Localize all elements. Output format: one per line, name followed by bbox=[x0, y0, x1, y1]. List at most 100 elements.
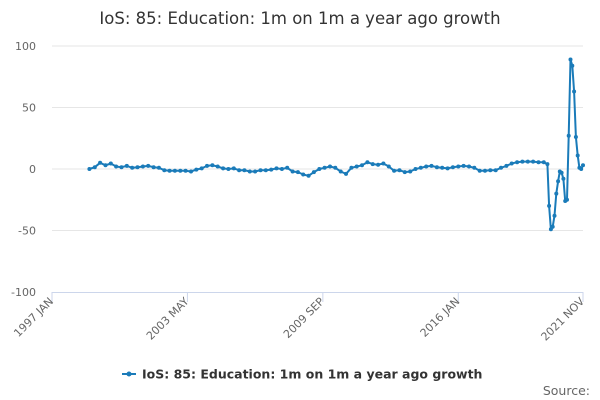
data-point[interactable] bbox=[402, 170, 407, 175]
data-point[interactable] bbox=[575, 153, 580, 158]
data-point[interactable] bbox=[541, 160, 546, 165]
data-point[interactable] bbox=[194, 167, 199, 172]
data-point[interactable] bbox=[397, 168, 402, 173]
data-point[interactable] bbox=[424, 164, 429, 169]
data-point[interactable] bbox=[445, 166, 450, 171]
data-point[interactable] bbox=[499, 165, 503, 170]
data-point[interactable] bbox=[370, 162, 375, 167]
data-point[interactable] bbox=[338, 169, 343, 174]
data-point[interactable] bbox=[418, 165, 423, 170]
data-point[interactable] bbox=[461, 163, 466, 168]
data-point[interactable] bbox=[247, 169, 252, 174]
series-line[interactable] bbox=[87, 57, 585, 232]
data-point[interactable] bbox=[504, 163, 509, 168]
data-point[interactable] bbox=[554, 191, 559, 196]
data-point[interactable] bbox=[178, 168, 183, 173]
data-point[interactable] bbox=[360, 163, 364, 168]
data-point[interactable] bbox=[322, 165, 327, 170]
data-point[interactable] bbox=[570, 63, 575, 68]
data-point[interactable] bbox=[151, 165, 156, 170]
data-point[interactable] bbox=[550, 224, 555, 229]
data-point[interactable] bbox=[429, 163, 434, 168]
data-point[interactable] bbox=[413, 167, 418, 171]
data-point[interactable] bbox=[565, 197, 569, 202]
data-point[interactable] bbox=[237, 168, 242, 173]
data-point[interactable] bbox=[566, 133, 571, 138]
data-point[interactable] bbox=[545, 162, 550, 167]
legend[interactable]: IoS: 85: Education: 1m on 1m a year ago … bbox=[122, 367, 482, 382]
series-path[interactable] bbox=[89, 58, 584, 231]
data-point[interactable] bbox=[349, 165, 354, 170]
data-point[interactable] bbox=[189, 169, 193, 174]
data-point[interactable] bbox=[279, 167, 284, 171]
data-point[interactable] bbox=[547, 203, 552, 208]
data-point[interactable] bbox=[561, 176, 566, 181]
data-point[interactable] bbox=[456, 164, 461, 169]
data-point[interactable] bbox=[579, 167, 584, 171]
data-point[interactable] bbox=[98, 160, 103, 165]
data-point[interactable] bbox=[114, 164, 119, 169]
data-point[interactable] bbox=[274, 166, 279, 171]
data-point[interactable] bbox=[87, 167, 92, 171]
data-point[interactable] bbox=[231, 166, 236, 171]
data-point[interactable] bbox=[392, 168, 397, 173]
data-point[interactable] bbox=[472, 165, 477, 170]
data-point[interactable] bbox=[559, 170, 564, 175]
data-point[interactable] bbox=[210, 163, 215, 168]
data-point[interactable] bbox=[467, 164, 471, 169]
data-point[interactable] bbox=[434, 165, 439, 170]
data-point[interactable] bbox=[92, 165, 97, 170]
data-point[interactable] bbox=[242, 168, 247, 173]
data-point[interactable] bbox=[215, 164, 220, 169]
data-point[interactable] bbox=[440, 165, 445, 170]
data-point[interactable] bbox=[295, 170, 300, 175]
data-point[interactable] bbox=[328, 164, 332, 169]
data-point[interactable] bbox=[488, 168, 493, 173]
data-point[interactable] bbox=[263, 168, 268, 173]
data-point[interactable] bbox=[253, 169, 258, 174]
data-point[interactable] bbox=[450, 165, 455, 170]
data-point[interactable] bbox=[477, 168, 482, 173]
data-point[interactable] bbox=[167, 168, 172, 173]
data-point[interactable] bbox=[130, 165, 135, 170]
data-point[interactable] bbox=[493, 168, 498, 173]
data-point[interactable] bbox=[162, 168, 167, 173]
data-point[interactable] bbox=[221, 166, 226, 171]
data-point[interactable] bbox=[568, 57, 573, 62]
data-point[interactable] bbox=[146, 163, 151, 168]
data-point[interactable] bbox=[108, 161, 113, 166]
data-point[interactable] bbox=[376, 162, 381, 167]
data-point[interactable] bbox=[520, 159, 525, 164]
data-point[interactable] bbox=[531, 159, 536, 164]
data-point[interactable] bbox=[135, 165, 140, 170]
data-point[interactable] bbox=[408, 169, 413, 174]
data-point[interactable] bbox=[172, 168, 177, 173]
data-point[interactable] bbox=[156, 165, 161, 170]
data-point[interactable] bbox=[381, 161, 386, 166]
data-point[interactable] bbox=[199, 166, 204, 171]
data-point[interactable] bbox=[306, 173, 311, 178]
data-point[interactable] bbox=[119, 165, 124, 170]
data-point[interactable] bbox=[205, 163, 209, 168]
data-point[interactable] bbox=[103, 163, 108, 168]
data-point[interactable] bbox=[311, 170, 316, 175]
data-point[interactable] bbox=[317, 167, 322, 171]
data-point[interactable] bbox=[556, 179, 561, 184]
data-point[interactable] bbox=[515, 160, 520, 165]
data-point[interactable] bbox=[525, 159, 530, 164]
data-point[interactable] bbox=[344, 171, 348, 176]
data-point[interactable] bbox=[333, 165, 338, 170]
data-point[interactable] bbox=[124, 163, 129, 168]
data-point[interactable] bbox=[354, 164, 359, 169]
data-point[interactable] bbox=[226, 167, 231, 171]
data-point[interactable] bbox=[552, 213, 557, 218]
data-point[interactable] bbox=[301, 172, 306, 177]
data-point[interactable] bbox=[258, 168, 263, 173]
data-point[interactable] bbox=[183, 168, 188, 173]
data-point[interactable] bbox=[509, 161, 514, 166]
data-point[interactable] bbox=[572, 89, 577, 94]
data-point[interactable] bbox=[483, 168, 487, 173]
data-point[interactable] bbox=[386, 164, 391, 169]
data-point[interactable] bbox=[581, 163, 585, 168]
data-point[interactable] bbox=[285, 165, 290, 170]
